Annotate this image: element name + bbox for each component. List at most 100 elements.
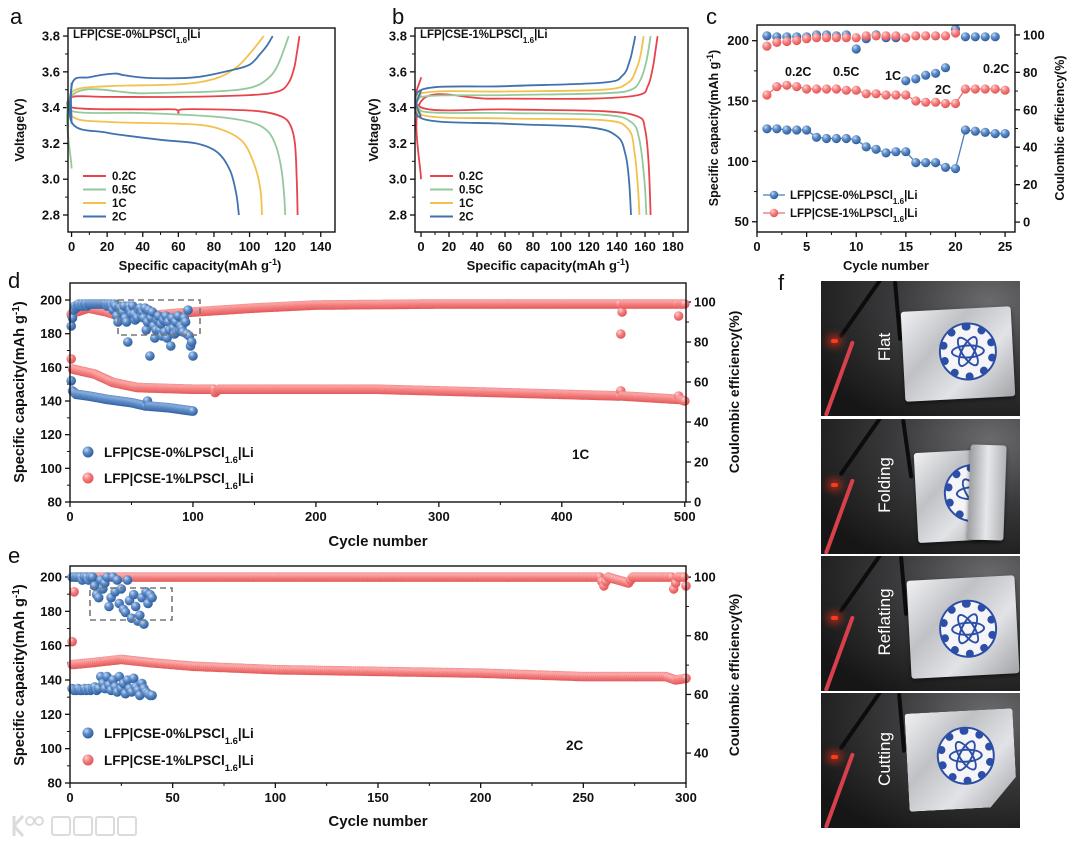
data-point — [680, 396, 690, 406]
x-axis-label: Cycle number — [328, 533, 427, 550]
y2-tick-label: 60 — [1023, 102, 1037, 117]
data-point — [901, 147, 911, 157]
data-point — [166, 341, 176, 351]
curve-0.2C-discharge — [66, 94, 299, 216]
data-point — [831, 33, 842, 43]
data-point — [122, 575, 133, 585]
legend-label-part: |Li — [904, 208, 917, 220]
data-point — [841, 85, 851, 95]
data-point — [841, 133, 851, 144]
data-point — [1000, 85, 1010, 95]
data-point — [970, 126, 980, 136]
data-point — [990, 129, 1000, 139]
data-point — [93, 592, 104, 603]
data-point — [782, 36, 792, 47]
data-point — [980, 84, 990, 94]
data-point — [970, 32, 980, 42]
data-point — [881, 31, 891, 41]
data-point — [82, 727, 94, 739]
data-point — [66, 354, 76, 364]
legend-label: LFP|CSE-0%LPSCl1.6|Li — [104, 726, 254, 747]
data-point — [911, 158, 921, 168]
legend-label: 0.5C — [459, 185, 483, 197]
data-point — [940, 63, 951, 73]
y-tick-label: 150 — [727, 94, 749, 109]
cell-label-part: |Li — [187, 29, 200, 41]
panel-letter: e — [8, 543, 20, 568]
data-point — [772, 37, 782, 48]
curve-1C-charge — [414, 35, 645, 116]
photo-label: Reflating — [875, 588, 894, 656]
data-point — [180, 317, 191, 327]
data-point — [911, 74, 921, 84]
curve-1C-discharge — [68, 91, 263, 216]
legend-label-part: LFP|CSE-1%LPSCl — [790, 208, 893, 220]
legend-label-part: LFP|CSE-0%LPSCl — [104, 445, 225, 460]
data-point — [128, 673, 139, 684]
x-tick-label: 0 — [66, 790, 73, 805]
y-axis-label-part: ) — [707, 50, 721, 54]
data-point — [67, 636, 77, 647]
data-point — [861, 31, 871, 41]
data-point — [921, 31, 931, 41]
x-tick-label: 25 — [998, 239, 1012, 254]
data-point — [861, 142, 871, 152]
x-tick-label: 250 — [572, 790, 594, 805]
panel-letter: c — [706, 4, 717, 29]
x-axis-label: Specific capacity(mAh g-1) — [119, 257, 282, 273]
data-point — [891, 31, 901, 41]
legend-label-part: |Li — [904, 190, 917, 202]
rate-label: 2C — [935, 83, 951, 97]
plot-frame — [756, 24, 1016, 233]
y-axis-label-part: -1 — [705, 54, 715, 62]
red-wire — [823, 752, 855, 828]
university-logo-icon — [937, 598, 999, 660]
data-point — [940, 31, 951, 41]
data-point — [188, 351, 198, 361]
data-point — [891, 147, 901, 157]
data-point — [811, 132, 822, 142]
y-tick-label: 100 — [40, 461, 62, 476]
data-point — [871, 31, 881, 41]
x-tick-label: 100 — [239, 239, 261, 254]
y-tick-label: 180 — [40, 604, 62, 619]
legend-label: LFP|CSE-0%LPSCl1.6|Li — [790, 190, 918, 206]
curve-0.2C-charge — [68, 35, 301, 108]
y-axis-label: Specific capacity(mAh g-1) — [705, 50, 721, 206]
y-tick-label: 160 — [40, 638, 62, 653]
x-tick-label: 60 — [498, 239, 512, 254]
legend-label: LFP|CSE-1%LPSCl1.6|Li — [104, 471, 254, 492]
y-tick-label: 80 — [48, 495, 62, 510]
legend-label-part: 1.6 — [225, 455, 238, 466]
curve-1C-charge — [68, 35, 265, 115]
y-axis-label: Voltage(V) — [12, 98, 27, 161]
legend-label: 2C — [112, 212, 127, 224]
data-point — [145, 351, 155, 361]
data-point — [802, 34, 812, 44]
data-point — [931, 97, 941, 107]
data-point — [616, 329, 626, 339]
data-point — [82, 446, 94, 458]
rate-label: 0.5C — [833, 65, 859, 79]
y2-tick-label: 40 — [694, 415, 708, 430]
data-point — [802, 125, 812, 135]
legend-label: 0.5C — [112, 185, 136, 197]
data-point — [188, 406, 198, 416]
cell-label: LFP|CSE-0%LPSCl1.6|Li — [73, 29, 201, 45]
y-tick-label: 140 — [40, 394, 62, 409]
zoom-highlight-box — [89, 587, 173, 621]
watermark-logo — [12, 814, 137, 838]
x-tick-label: 15 — [899, 239, 913, 254]
x-tick-label: 300 — [675, 790, 697, 805]
data-point — [960, 32, 971, 42]
plot-frame — [69, 565, 687, 784]
data-point — [851, 33, 861, 43]
x-tick-label: 500 — [674, 509, 696, 524]
x-tick-label: 20 — [442, 239, 456, 254]
data-point — [762, 124, 772, 134]
x-axis-label-part: -1 — [617, 257, 625, 267]
y-tick-label: 100 — [727, 154, 749, 169]
curve-2C-charge — [414, 35, 637, 119]
y-tick-label: 100 — [40, 741, 62, 756]
x-axis-label: Cycle number — [843, 258, 929, 273]
